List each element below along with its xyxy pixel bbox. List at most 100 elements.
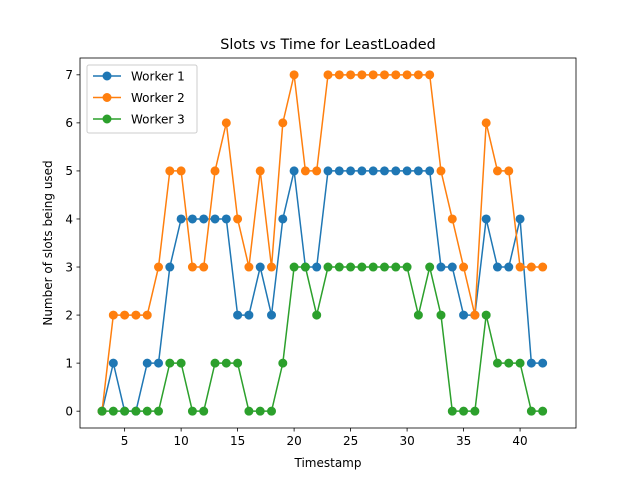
- data-point: [142, 406, 152, 416]
- data-point: [108, 310, 118, 320]
- y-tick-label: 7: [65, 68, 73, 82]
- data-point: [492, 166, 502, 176]
- data-point: [278, 358, 288, 368]
- data-point: [538, 262, 548, 272]
- data-point: [312, 310, 322, 320]
- data-point: [459, 310, 469, 320]
- data-point: [391, 166, 401, 176]
- data-point: [402, 262, 412, 272]
- data-point: [481, 118, 491, 128]
- series-layer: [97, 70, 548, 416]
- series-line: [101, 170, 544, 413]
- data-point: [267, 262, 277, 272]
- y-tick-label: 2: [65, 308, 73, 322]
- data-point: [402, 166, 412, 176]
- data-point: [233, 358, 243, 368]
- data-point: [391, 262, 401, 272]
- legend: Worker 1 Worker 2 Worker 3: [86, 64, 198, 134]
- data-point: [233, 310, 243, 320]
- data-point: [244, 262, 254, 272]
- legend-marker: [102, 71, 112, 81]
- x-tick-label: 40: [512, 434, 527, 448]
- chart-title: Slots vs Time for LeastLoaded: [220, 37, 435, 53]
- data-point: [357, 70, 367, 80]
- data-point: [447, 262, 457, 272]
- data-point: [255, 406, 265, 416]
- data-point: [142, 358, 152, 368]
- data-point: [300, 262, 310, 272]
- data-point: [176, 166, 186, 176]
- data-point: [357, 166, 367, 176]
- data-point: [526, 262, 536, 272]
- data-point: [481, 310, 491, 320]
- legend-item-3: Worker 3: [93, 112, 185, 126]
- data-point: [413, 310, 423, 320]
- x-tick-label: 5: [121, 434, 129, 448]
- data-point: [515, 214, 525, 224]
- data-point: [413, 166, 423, 176]
- data-point: [470, 406, 480, 416]
- data-point: [165, 358, 175, 368]
- data-point: [436, 310, 446, 320]
- legend-item-2: Worker 2: [93, 91, 185, 105]
- data-point: [255, 262, 265, 272]
- y-tick-label: 5: [65, 164, 73, 178]
- data-point: [334, 70, 344, 80]
- data-point: [323, 262, 333, 272]
- data-point: [210, 166, 220, 176]
- data-point: [413, 70, 423, 80]
- data-point: [176, 214, 186, 224]
- data-point: [436, 262, 446, 272]
- data-point: [346, 70, 356, 80]
- x-tick-label: 30: [399, 434, 414, 448]
- data-point: [425, 262, 435, 272]
- data-point: [187, 262, 197, 272]
- x-tick-label: 10: [173, 434, 188, 448]
- data-point: [368, 166, 378, 176]
- data-point: [379, 70, 389, 80]
- data-point: [515, 262, 525, 272]
- data-point: [165, 166, 175, 176]
- data-point: [267, 406, 277, 416]
- y-tick-label: 0: [65, 404, 73, 418]
- data-point: [492, 358, 502, 368]
- data-point: [368, 262, 378, 272]
- data-point: [199, 214, 209, 224]
- data-point: [515, 358, 525, 368]
- data-point: [312, 166, 322, 176]
- data-point: [267, 310, 277, 320]
- legend-marker: [102, 93, 112, 102]
- data-point: [187, 406, 197, 416]
- legend-frame: [86, 64, 198, 134]
- data-point: [436, 166, 446, 176]
- data-point: [346, 262, 356, 272]
- x-tick-label: 35: [456, 434, 471, 448]
- data-point: [323, 70, 333, 80]
- data-point: [447, 406, 457, 416]
- data-point: [199, 262, 209, 272]
- y-tick-label: 3: [65, 260, 73, 274]
- series-line: [101, 266, 544, 412]
- series-1: [97, 166, 548, 416]
- data-point: [504, 358, 514, 368]
- data-point: [221, 118, 231, 128]
- data-point: [154, 358, 164, 368]
- series-line: [101, 74, 544, 413]
- data-point: [447, 214, 457, 224]
- legend-marker: [102, 114, 112, 124]
- data-point: [334, 166, 344, 176]
- plot-frame: [79, 57, 577, 429]
- data-point: [233, 214, 243, 224]
- legend-item-1: Worker 1: [93, 69, 185, 83]
- data-point: [504, 166, 514, 176]
- x-axis-title: Timestamp: [294, 456, 362, 470]
- data-point: [334, 262, 344, 272]
- data-point: [210, 358, 220, 368]
- data-point: [379, 166, 389, 176]
- data-point: [379, 262, 389, 272]
- data-point: [97, 406, 107, 416]
- y-axis-title: Number of slots being used: [41, 160, 55, 325]
- data-point: [221, 214, 231, 224]
- data-point: [346, 166, 356, 176]
